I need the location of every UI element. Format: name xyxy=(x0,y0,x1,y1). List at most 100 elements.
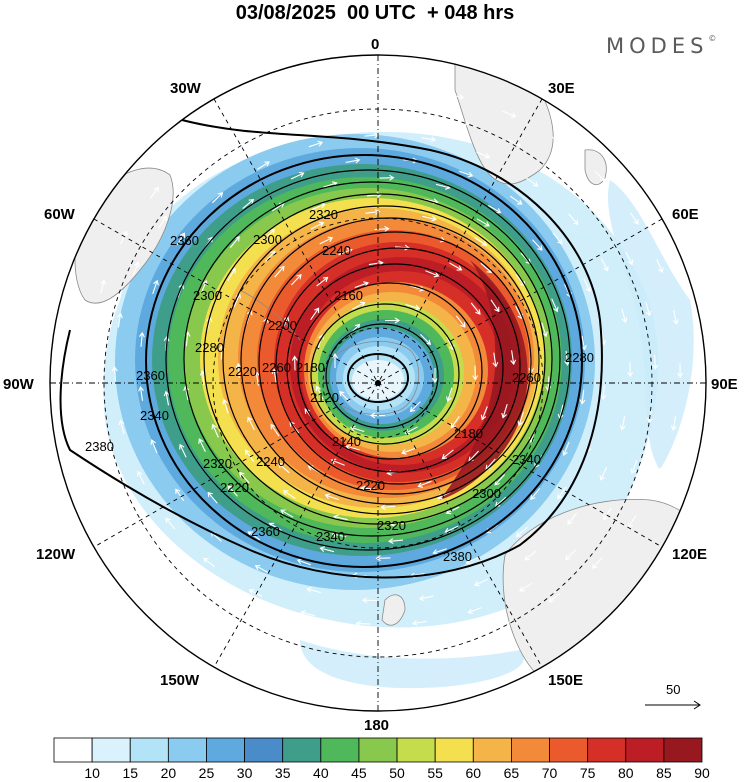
contour-label: 2280 xyxy=(195,340,224,355)
wind-vector-arrow xyxy=(501,404,508,419)
wind-vector-arrow xyxy=(656,259,664,274)
colorbar-label: 85 xyxy=(656,765,672,781)
contour-label: 2340 xyxy=(140,408,169,423)
contour-label: 2340 xyxy=(512,452,541,467)
wind-vector-arrow xyxy=(421,136,437,143)
colorbar-label: 75 xyxy=(580,765,596,781)
wind-vector-arrow xyxy=(227,485,238,497)
contour-label: 2360 xyxy=(251,524,280,539)
colorbar-swatch xyxy=(206,737,245,763)
lon-label-0: 0 xyxy=(371,36,379,53)
wind-vector-arrow xyxy=(352,301,366,310)
wind-vector-arrow xyxy=(600,385,607,401)
contour-label: 2380 xyxy=(85,439,114,454)
colorbar-label: 10 xyxy=(84,765,100,781)
wind-vector-arrow xyxy=(138,385,144,401)
wind-vector-arrow xyxy=(530,488,541,500)
wind-vector-arrow xyxy=(422,215,437,222)
lon-label-120w: 120W xyxy=(36,546,76,563)
wind-vector-arrow xyxy=(87,384,94,400)
wind-vector-arrow xyxy=(470,302,481,315)
wind-vector-arrow xyxy=(99,279,107,294)
wind-vector-arrow xyxy=(492,352,499,368)
wind-vector-arrow xyxy=(354,281,369,289)
wind-vector-arrow xyxy=(198,438,206,452)
wind-vector-arrow xyxy=(319,546,335,553)
wind-vector-arrow xyxy=(345,157,361,164)
wind-vector-arrow xyxy=(247,416,255,431)
contour-2240 xyxy=(258,231,532,495)
wind-vector-arrow xyxy=(630,460,638,475)
lon-label-90w: 90W xyxy=(3,376,35,393)
wind-vector-arrow xyxy=(165,517,176,530)
contour-2340 xyxy=(165,169,571,551)
indian-ocean-island xyxy=(584,149,607,186)
wind-vector-arrow xyxy=(629,212,639,225)
wind-vector-arrow xyxy=(244,449,255,462)
contour-label: 2180 xyxy=(454,426,483,441)
contour-2320 xyxy=(183,181,561,537)
lon-label-150w: 150W xyxy=(160,672,200,689)
wind-vector-arrow xyxy=(594,170,606,182)
wind-vector-arrow xyxy=(277,462,290,474)
wind-vector-arrow xyxy=(319,236,334,245)
lon-label-180: 180 xyxy=(364,717,389,734)
wind-vector-arrow xyxy=(476,218,490,227)
wind-vector-arrow xyxy=(404,426,418,435)
colorbar-swatch xyxy=(358,737,398,763)
contour-label: 2340 xyxy=(316,529,345,544)
wind-vector-arrow xyxy=(332,352,338,368)
wind-vector-arrow xyxy=(652,354,659,370)
wind-vector-arrow xyxy=(290,171,305,180)
wind-vector-arrow xyxy=(158,215,167,229)
wind-shading-outer-wisp xyxy=(607,180,694,470)
wind-vector-arrow xyxy=(625,251,634,266)
wind-vector-arrow xyxy=(229,236,240,248)
wind-vector-arrow xyxy=(532,239,543,251)
wind-vector-arrow xyxy=(557,486,567,500)
contour-label: 2320 xyxy=(309,207,338,222)
australia-land xyxy=(502,498,706,703)
wind-vector-arrow xyxy=(280,509,294,518)
wind-vector-arrow xyxy=(507,139,522,147)
wind-vector-arrow xyxy=(465,556,480,565)
wind-vector-arrow xyxy=(548,592,561,603)
wind-vector-arrow xyxy=(300,610,315,617)
wind-vector-arrow xyxy=(374,225,390,232)
wind-vector-arrow xyxy=(450,415,460,429)
wind-vector-arrow xyxy=(488,204,502,214)
wind-vector-arrow xyxy=(310,307,320,321)
wind-vector-arrow xyxy=(211,423,219,438)
wind-vector-arrow xyxy=(355,620,371,627)
wind-vector-arrow xyxy=(138,331,145,347)
wind-vector-arrow xyxy=(274,265,285,278)
wind-vector-arrow xyxy=(132,261,140,276)
wind-vector-arrow xyxy=(207,491,218,504)
wind-vector-arrow xyxy=(393,85,409,92)
wind-vector-arrow xyxy=(594,206,605,219)
contour-label: 2220 xyxy=(356,478,385,493)
wind-vector-arrow xyxy=(459,170,474,178)
wind-vector-arrow xyxy=(388,538,404,544)
colorbar-label: 90 xyxy=(694,765,710,781)
contour-label: 2280 xyxy=(565,350,594,365)
wind-vector-arrow xyxy=(490,299,500,313)
wind-vector-arrow xyxy=(380,504,396,511)
wind-vector-arrow xyxy=(494,474,506,486)
contour-label: 2180 xyxy=(296,360,325,375)
wind-vector-arrow xyxy=(117,487,126,502)
wind-vector-arrow xyxy=(118,419,125,435)
wind-vector-arrow xyxy=(337,86,353,93)
new-zealand-land xyxy=(381,594,406,626)
wind-vector-arrow xyxy=(324,493,339,501)
wind-vector-arrow xyxy=(212,192,224,204)
wind-vector-arrow xyxy=(599,466,608,481)
colorbar-label: 70 xyxy=(542,765,558,781)
wind-vector-arrow xyxy=(291,355,298,371)
wind-vector-arrow xyxy=(242,198,255,210)
wind-vector-arrow xyxy=(136,470,145,485)
contour-2360 xyxy=(145,154,583,568)
wind-vector-arrow xyxy=(232,119,246,129)
wind-vector-arrow xyxy=(568,213,579,226)
